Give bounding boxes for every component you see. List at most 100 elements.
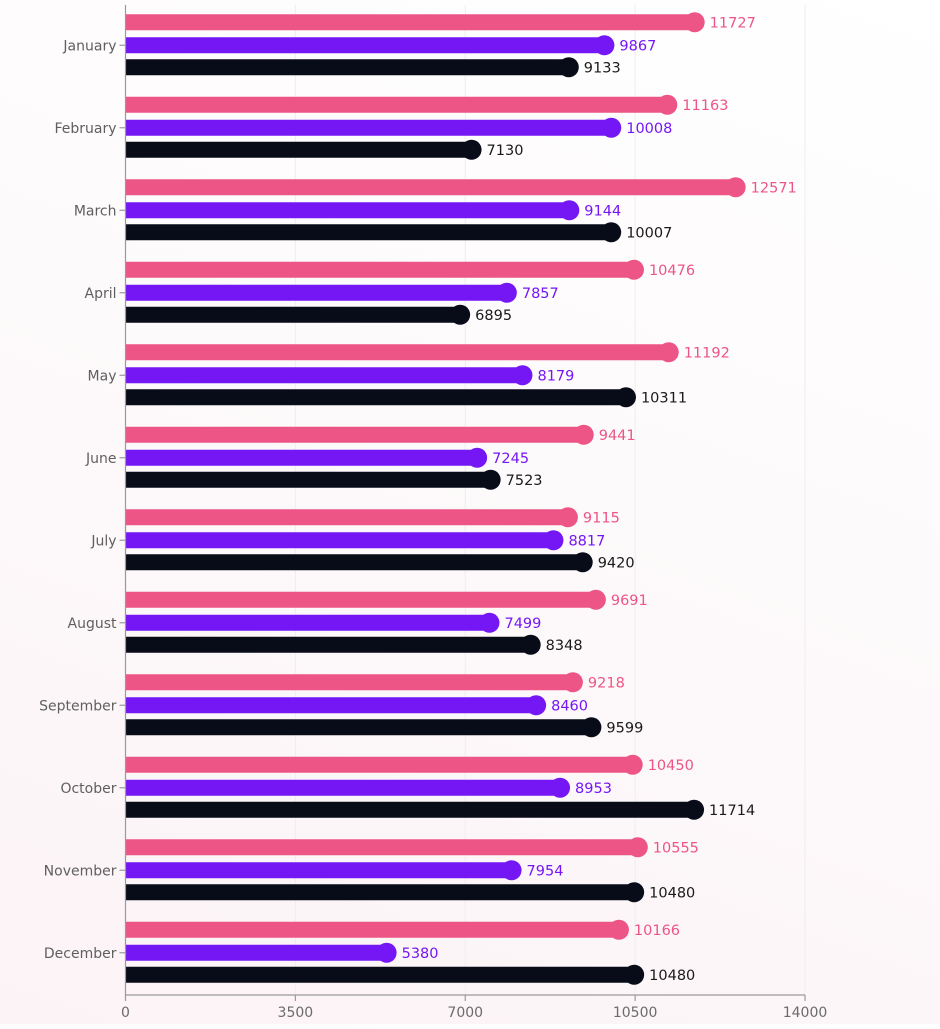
bar-march-series-1[interactable]: [125, 179, 736, 196]
bar-september-series-1[interactable]: [125, 674, 573, 691]
bar-cap-march-series-3[interactable]: [601, 222, 622, 243]
data-label-november-series-2: 7954: [527, 863, 564, 879]
bar-july-series-1[interactable]: [125, 509, 568, 526]
bar-march-series-2[interactable]: [125, 202, 570, 219]
y-tick-label-september: September: [39, 698, 117, 714]
bar-cap-june-series-3[interactable]: [480, 469, 501, 490]
bar-cap-january-series-3[interactable]: [558, 57, 579, 78]
data-label-june-series-2: 7245: [492, 451, 529, 467]
bar-cap-april-series-3[interactable]: [450, 304, 471, 325]
data-label-may-series-3: 10311: [641, 390, 687, 406]
bar-august-series-3[interactable]: [125, 636, 531, 653]
bar-june-series-3[interactable]: [125, 471, 491, 488]
bar-september-series-3[interactable]: [125, 719, 592, 736]
bar-september-series-2[interactable]: [125, 697, 537, 714]
bar-cap-august-series-2[interactable]: [479, 612, 500, 633]
data-label-september-series-1: 9218: [588, 675, 625, 691]
bar-cap-february-series-1[interactable]: [657, 94, 678, 115]
bar-may-series-1[interactable]: [125, 344, 669, 361]
data-label-february-series-3: 7130: [487, 143, 524, 159]
bar-cap-january-series-1[interactable]: [684, 12, 705, 33]
y-tick-label-january: January: [62, 38, 116, 54]
data-label-june-series-1: 9441: [599, 428, 636, 444]
data-label-november-series-3: 10480: [649, 885, 695, 901]
bar-cap-april-series-1[interactable]: [623, 259, 644, 280]
bar-cap-december-series-1[interactable]: [608, 919, 629, 940]
bar-cap-march-series-1[interactable]: [725, 177, 746, 198]
bar-april-series-3[interactable]: [125, 306, 461, 323]
bar-cap-june-series-1[interactable]: [573, 424, 594, 445]
bar-august-series-2[interactable]: [125, 614, 490, 631]
bar-january-series-3[interactable]: [125, 59, 569, 76]
bar-cap-august-series-1[interactable]: [585, 589, 606, 610]
data-label-february-series-2: 10008: [626, 121, 672, 137]
bar-february-series-1[interactable]: [125, 96, 668, 113]
data-label-august-series-3: 8348: [546, 638, 583, 654]
bar-august-series-1[interactable]: [125, 591, 596, 608]
bar-june-series-2[interactable]: [125, 449, 478, 466]
bar-may-series-3[interactable]: [125, 389, 626, 406]
data-label-october-series-2: 8953: [575, 781, 612, 797]
y-tick-label-june: June: [85, 451, 117, 467]
x-tick-label: 3500: [278, 1005, 314, 1021]
data-label-november-series-1: 10555: [653, 840, 699, 856]
bar-cap-may-series-1[interactable]: [658, 342, 679, 363]
bar-cap-july-series-1[interactable]: [557, 507, 578, 528]
bar-june-series-1[interactable]: [125, 426, 584, 443]
bar-november-series-3[interactable]: [125, 884, 635, 901]
bar-december-series-2[interactable]: [125, 944, 387, 961]
data-label-august-series-2: 7499: [504, 616, 541, 632]
bar-november-series-2[interactable]: [125, 862, 512, 879]
bar-july-series-2[interactable]: [125, 532, 554, 549]
bar-cap-october-series-3[interactable]: [684, 799, 705, 820]
x-tick-label: 0: [121, 1005, 130, 1021]
bar-april-series-1[interactable]: [125, 261, 634, 278]
bar-cap-december-series-3[interactable]: [624, 964, 645, 985]
bar-cap-may-series-3[interactable]: [615, 387, 636, 408]
bar-cap-august-series-3[interactable]: [520, 634, 541, 655]
y-tick-label-december: December: [44, 946, 117, 962]
bar-cap-april-series-2[interactable]: [496, 282, 517, 303]
bar-cap-may-series-2[interactable]: [512, 365, 533, 386]
bar-cap-september-series-1[interactable]: [562, 672, 583, 693]
bar-october-series-2[interactable]: [125, 779, 561, 796]
bar-cap-february-series-3[interactable]: [461, 139, 482, 160]
bar-cap-february-series-2[interactable]: [601, 117, 622, 138]
data-label-april-series-1: 10476: [649, 263, 695, 279]
bar-october-series-3[interactable]: [125, 801, 695, 818]
bar-april-series-2[interactable]: [125, 284, 507, 301]
bar-cap-july-series-2[interactable]: [543, 530, 564, 551]
bar-cap-november-series-2[interactable]: [501, 860, 522, 881]
bar-cap-september-series-3[interactable]: [581, 717, 602, 738]
bar-march-series-3[interactable]: [125, 224, 612, 241]
data-label-june-series-3: 7523: [506, 473, 543, 489]
bar-cap-november-series-1[interactable]: [627, 837, 648, 858]
data-label-january-series-1: 11727: [710, 15, 756, 31]
bar-cap-december-series-2[interactable]: [376, 942, 397, 963]
bar-november-series-1[interactable]: [125, 839, 638, 856]
bar-july-series-3[interactable]: [125, 554, 583, 571]
data-label-march-series-3: 10007: [626, 225, 672, 241]
bar-december-series-3[interactable]: [125, 966, 635, 983]
bar-cap-june-series-2[interactable]: [467, 447, 488, 468]
data-label-february-series-1: 11163: [682, 98, 728, 114]
bar-may-series-2[interactable]: [125, 367, 523, 384]
bar-cap-march-series-2[interactable]: [559, 200, 580, 221]
bar-cap-november-series-3[interactable]: [624, 882, 645, 903]
bar-october-series-1[interactable]: [125, 756, 633, 773]
bar-january-series-1[interactable]: [125, 14, 695, 31]
data-label-march-series-1: 12571: [751, 180, 797, 196]
bar-cap-july-series-3[interactable]: [572, 552, 593, 573]
bar-december-series-1[interactable]: [125, 921, 619, 938]
bar-january-series-2[interactable]: [125, 37, 605, 54]
bar-cap-september-series-2[interactable]: [526, 695, 547, 716]
bar-cap-october-series-1[interactable]: [622, 754, 643, 775]
bar-cap-january-series-2[interactable]: [594, 35, 615, 56]
y-tick-label-april: April: [85, 286, 117, 302]
data-label-may-series-1: 11192: [684, 345, 730, 361]
bar-february-series-3[interactable]: [125, 141, 472, 158]
bar-cap-october-series-2[interactable]: [550, 777, 571, 798]
bar-february-series-2[interactable]: [125, 119, 612, 136]
